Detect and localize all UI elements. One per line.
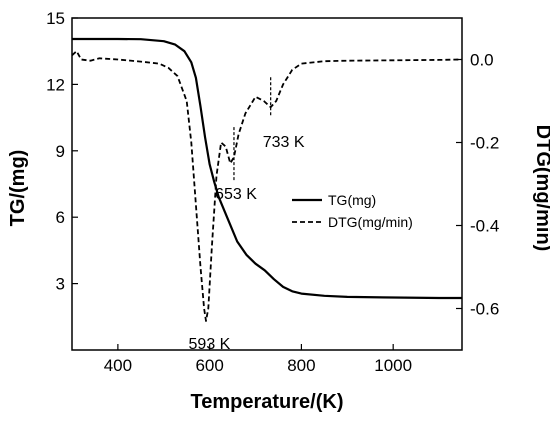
x-tick-label: 400 bbox=[104, 356, 132, 375]
x-tick-label: 1000 bbox=[374, 356, 412, 375]
y-left-tick-label: 12 bbox=[46, 75, 65, 94]
y-left-tick-label: 9 bbox=[56, 142, 65, 161]
legend-label-tg: TG(mg) bbox=[328, 192, 376, 208]
legend: TG(mg) DTG(mg/min) bbox=[292, 192, 413, 230]
legend-label-dtg: DTG(mg/min) bbox=[328, 214, 413, 230]
y-right-tick-label: -0.4 bbox=[470, 217, 499, 236]
y-left-tick-label: 6 bbox=[56, 208, 65, 227]
plot-frame bbox=[71, 17, 463, 351]
y-right-tick-label: -0.6 bbox=[470, 300, 499, 319]
y-left-tick-label: 15 bbox=[46, 9, 65, 28]
annotation-733k: 733 K bbox=[263, 134, 305, 151]
series-layer bbox=[71, 37, 463, 322]
y-axis-right: -0.6 -0.4 -0.2 0.0 bbox=[456, 51, 499, 319]
y-right-tick-label: -0.2 bbox=[470, 134, 499, 153]
y-right-tick-label: 0.0 bbox=[470, 51, 494, 70]
dtg-curve bbox=[71, 50, 463, 322]
x-tick-label: 800 bbox=[287, 356, 315, 375]
x-axis: 400 600 800 1000 bbox=[104, 344, 412, 375]
x-tick-label: 600 bbox=[195, 356, 223, 375]
y-axis-right-title: DTG(mg/min) bbox=[532, 125, 550, 252]
annotation-653k: 653 K bbox=[215, 186, 257, 203]
x-axis-title: Temperature/(K) bbox=[191, 391, 344, 413]
annotation-593k: 593 K bbox=[189, 336, 231, 353]
y-axis-left-title: TG/(mg) bbox=[7, 150, 29, 227]
y-axis-left: 3 6 9 12 15 bbox=[46, 9, 78, 294]
y-left-tick-label: 3 bbox=[56, 275, 65, 294]
annotations: 593 K 653 K 733 K bbox=[189, 77, 305, 353]
tg-curve bbox=[72, 37, 462, 300]
